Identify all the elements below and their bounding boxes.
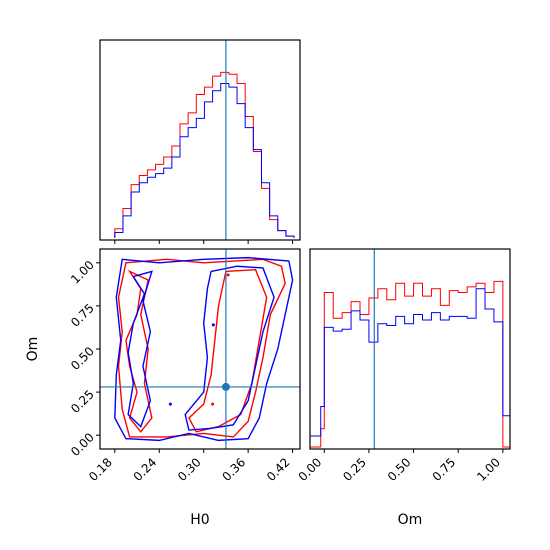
hist-Om-series-red-step: [310, 280, 510, 448]
contour-dots: [168, 273, 230, 406]
h0-om-contour-panel: 0.18 0.24 0.30 0.36 0.42 0.00 0.25 0.50 0.75 1.00: [68, 248, 301, 484]
h0-histogram-ticks: [114, 240, 294, 244]
om-histogram-series: [309, 280, 511, 448]
om-histogram-panel: 0.00 0.25 0.50 0.75 1.00: [296, 248, 511, 484]
contour-x-tick-label: 0.30: [175, 455, 204, 484]
contour-blue-dot: [211, 323, 215, 327]
contour-blue-line: [114, 256, 294, 442]
hist-H0-series-blue-step: [114, 82, 295, 238]
contour-y-tick-label: 1.00: [68, 258, 97, 287]
contour-red-line: [188, 268, 268, 433]
contour-x-tick-label: 0.18: [86, 455, 115, 484]
hist-Om-x-tick-label: 0.00: [296, 455, 325, 484]
contour-y-tick-label: 0.25: [68, 387, 97, 416]
contour-x-tick-label: 0.36: [219, 455, 248, 484]
contour-blue-line: [184, 265, 275, 431]
h0-histogram-frame: [99, 39, 301, 241]
om-histogram-frame: [309, 248, 511, 450]
hist-Om-x-tick-label: 0.50: [385, 455, 414, 484]
y-axis-label-om: Om: [25, 337, 41, 362]
h0-histogram-panel: [99, 39, 301, 244]
contour-y-tick-label: 0.75: [68, 301, 97, 330]
contour-x-tick-label: 0.42: [264, 455, 293, 484]
x-axis-label-h0: H0: [190, 512, 209, 528]
contour-series: [114, 256, 294, 442]
hist-H0-series-red-step: [114, 71, 295, 238]
hist-Om-series-blue-step: [309, 288, 511, 447]
hist-Om-x-tick-label: 0.75: [430, 455, 459, 484]
contour-red-line: [117, 258, 286, 438]
contour-red-dot: [226, 273, 230, 277]
contour-ticks: 0.18 0.24 0.30 0.36 0.42 0.00 0.25 0.50 0.75 1.00: [68, 258, 294, 484]
contour-frame: [99, 248, 301, 450]
contour-y-tick-label: 0.00: [68, 430, 97, 459]
om-histogram-ticks: 0.00 0.25 0.50 0.75 1.00: [296, 449, 504, 484]
contour-blue-dot: [168, 402, 172, 406]
contour-blue-line: [127, 270, 153, 428]
contour-red-dot: [211, 402, 215, 406]
contour-y-tick-label: 0.50: [68, 344, 97, 373]
contour-x-tick-label: 0.24: [131, 455, 160, 484]
x-axis-label-om: Om: [398, 512, 423, 528]
truth-point-marker: [221, 382, 230, 391]
hist-Om-x-tick-label: 1.00: [474, 455, 503, 484]
hist-Om-x-tick-label: 0.25: [340, 455, 369, 484]
h0-histogram-series: [114, 71, 295, 238]
